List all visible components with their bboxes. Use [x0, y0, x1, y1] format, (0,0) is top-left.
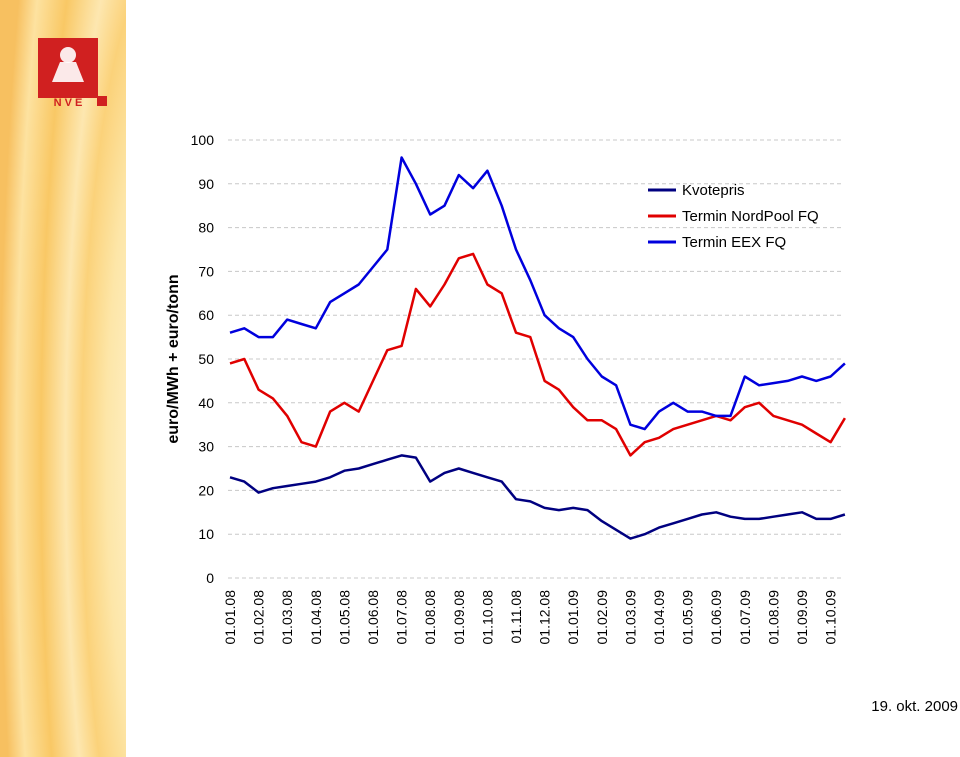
x-tick-label: 01.10.09 [823, 590, 839, 645]
x-tick-label: 01.04.08 [308, 590, 324, 645]
x-tick-label: 01.08.08 [422, 590, 438, 645]
x-tick-label: 01.06.08 [365, 590, 381, 645]
x-tick-label: 01.06.09 [708, 590, 724, 645]
series-line [229, 454, 846, 540]
x-tick-label: 01.03.08 [279, 590, 295, 645]
x-tick-label: 01.03.09 [622, 590, 638, 645]
series-line [229, 252, 846, 457]
x-tick-label: 01.11.08 [508, 590, 524, 644]
x-tick-label: 01.01.08 [222, 590, 238, 645]
x-tick-label: 01.05.08 [336, 590, 352, 645]
x-tick-label: 01.12.08 [537, 590, 553, 645]
y-tick-label: 20 [198, 482, 214, 498]
y-tick-label: 60 [198, 307, 214, 323]
legend-label: Termin NordPool FQ [682, 208, 819, 225]
legend-label: Termin EEX FQ [682, 234, 786, 251]
series-line [229, 156, 846, 431]
x-tick-label: 01.07.08 [394, 590, 410, 645]
x-tick-label: 01.01.09 [565, 590, 581, 645]
logo: N V E [38, 38, 107, 109]
x-tick-label: 01.02.09 [594, 590, 610, 645]
x-tick-label: 01.09.09 [794, 590, 810, 645]
logo-text: N V E [54, 97, 83, 109]
side-panel [0, 0, 126, 757]
y-tick-label: 10 [198, 526, 214, 542]
y-tick-label: 30 [198, 439, 214, 455]
x-tick-label: 01.09.08 [451, 590, 467, 645]
legend-label: Kvotepris [682, 182, 745, 199]
x-tick-label: 01.05.09 [680, 590, 696, 645]
y-tick-label: 90 [198, 176, 214, 192]
y-tick-label: 100 [191, 132, 215, 148]
x-tick-label: 01.02.08 [251, 590, 267, 645]
y-axis-label: euro/MWh + euro/tonn [165, 274, 182, 443]
x-tick-label: 01.07.09 [737, 590, 753, 645]
x-tick-label: 01.08.09 [765, 590, 781, 645]
x-tick-label: 01.10.08 [479, 590, 495, 645]
y-tick-label: 80 [198, 220, 214, 236]
y-tick-label: 40 [198, 395, 214, 411]
y-tick-label: 0 [206, 570, 214, 586]
footer-date: 19. okt. 2009 [871, 698, 958, 715]
y-tick-label: 70 [198, 263, 214, 279]
y-tick-label: 50 [198, 351, 214, 367]
x-tick-label: 01.04.09 [651, 590, 667, 645]
